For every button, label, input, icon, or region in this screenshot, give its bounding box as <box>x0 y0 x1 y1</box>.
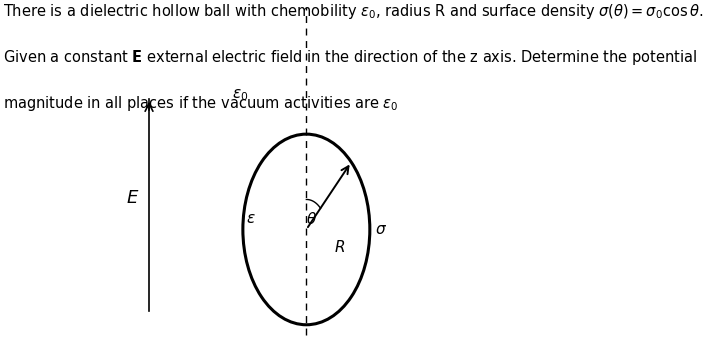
Text: $R$: $R$ <box>334 239 345 255</box>
Text: $\theta$: $\theta$ <box>306 211 317 227</box>
Text: magnitude in all places if the vacuum activities are $\epsilon_0$: magnitude in all places if the vacuum ac… <box>3 94 398 113</box>
Text: $\epsilon$: $\epsilon$ <box>246 211 256 226</box>
Text: Given a constant $\mathbf{E}$ external electric field in the direction of the z : Given a constant $\mathbf{E}$ external e… <box>3 48 697 67</box>
Text: There is a dielectric hollow ball with chemobility $\epsilon_0$, radius R and su: There is a dielectric hollow ball with c… <box>3 2 703 21</box>
Text: $\sigma$: $\sigma$ <box>375 222 387 237</box>
Text: $\epsilon_0$: $\epsilon_0$ <box>232 88 248 103</box>
Text: $\mathit{E}$: $\mathit{E}$ <box>126 189 139 207</box>
